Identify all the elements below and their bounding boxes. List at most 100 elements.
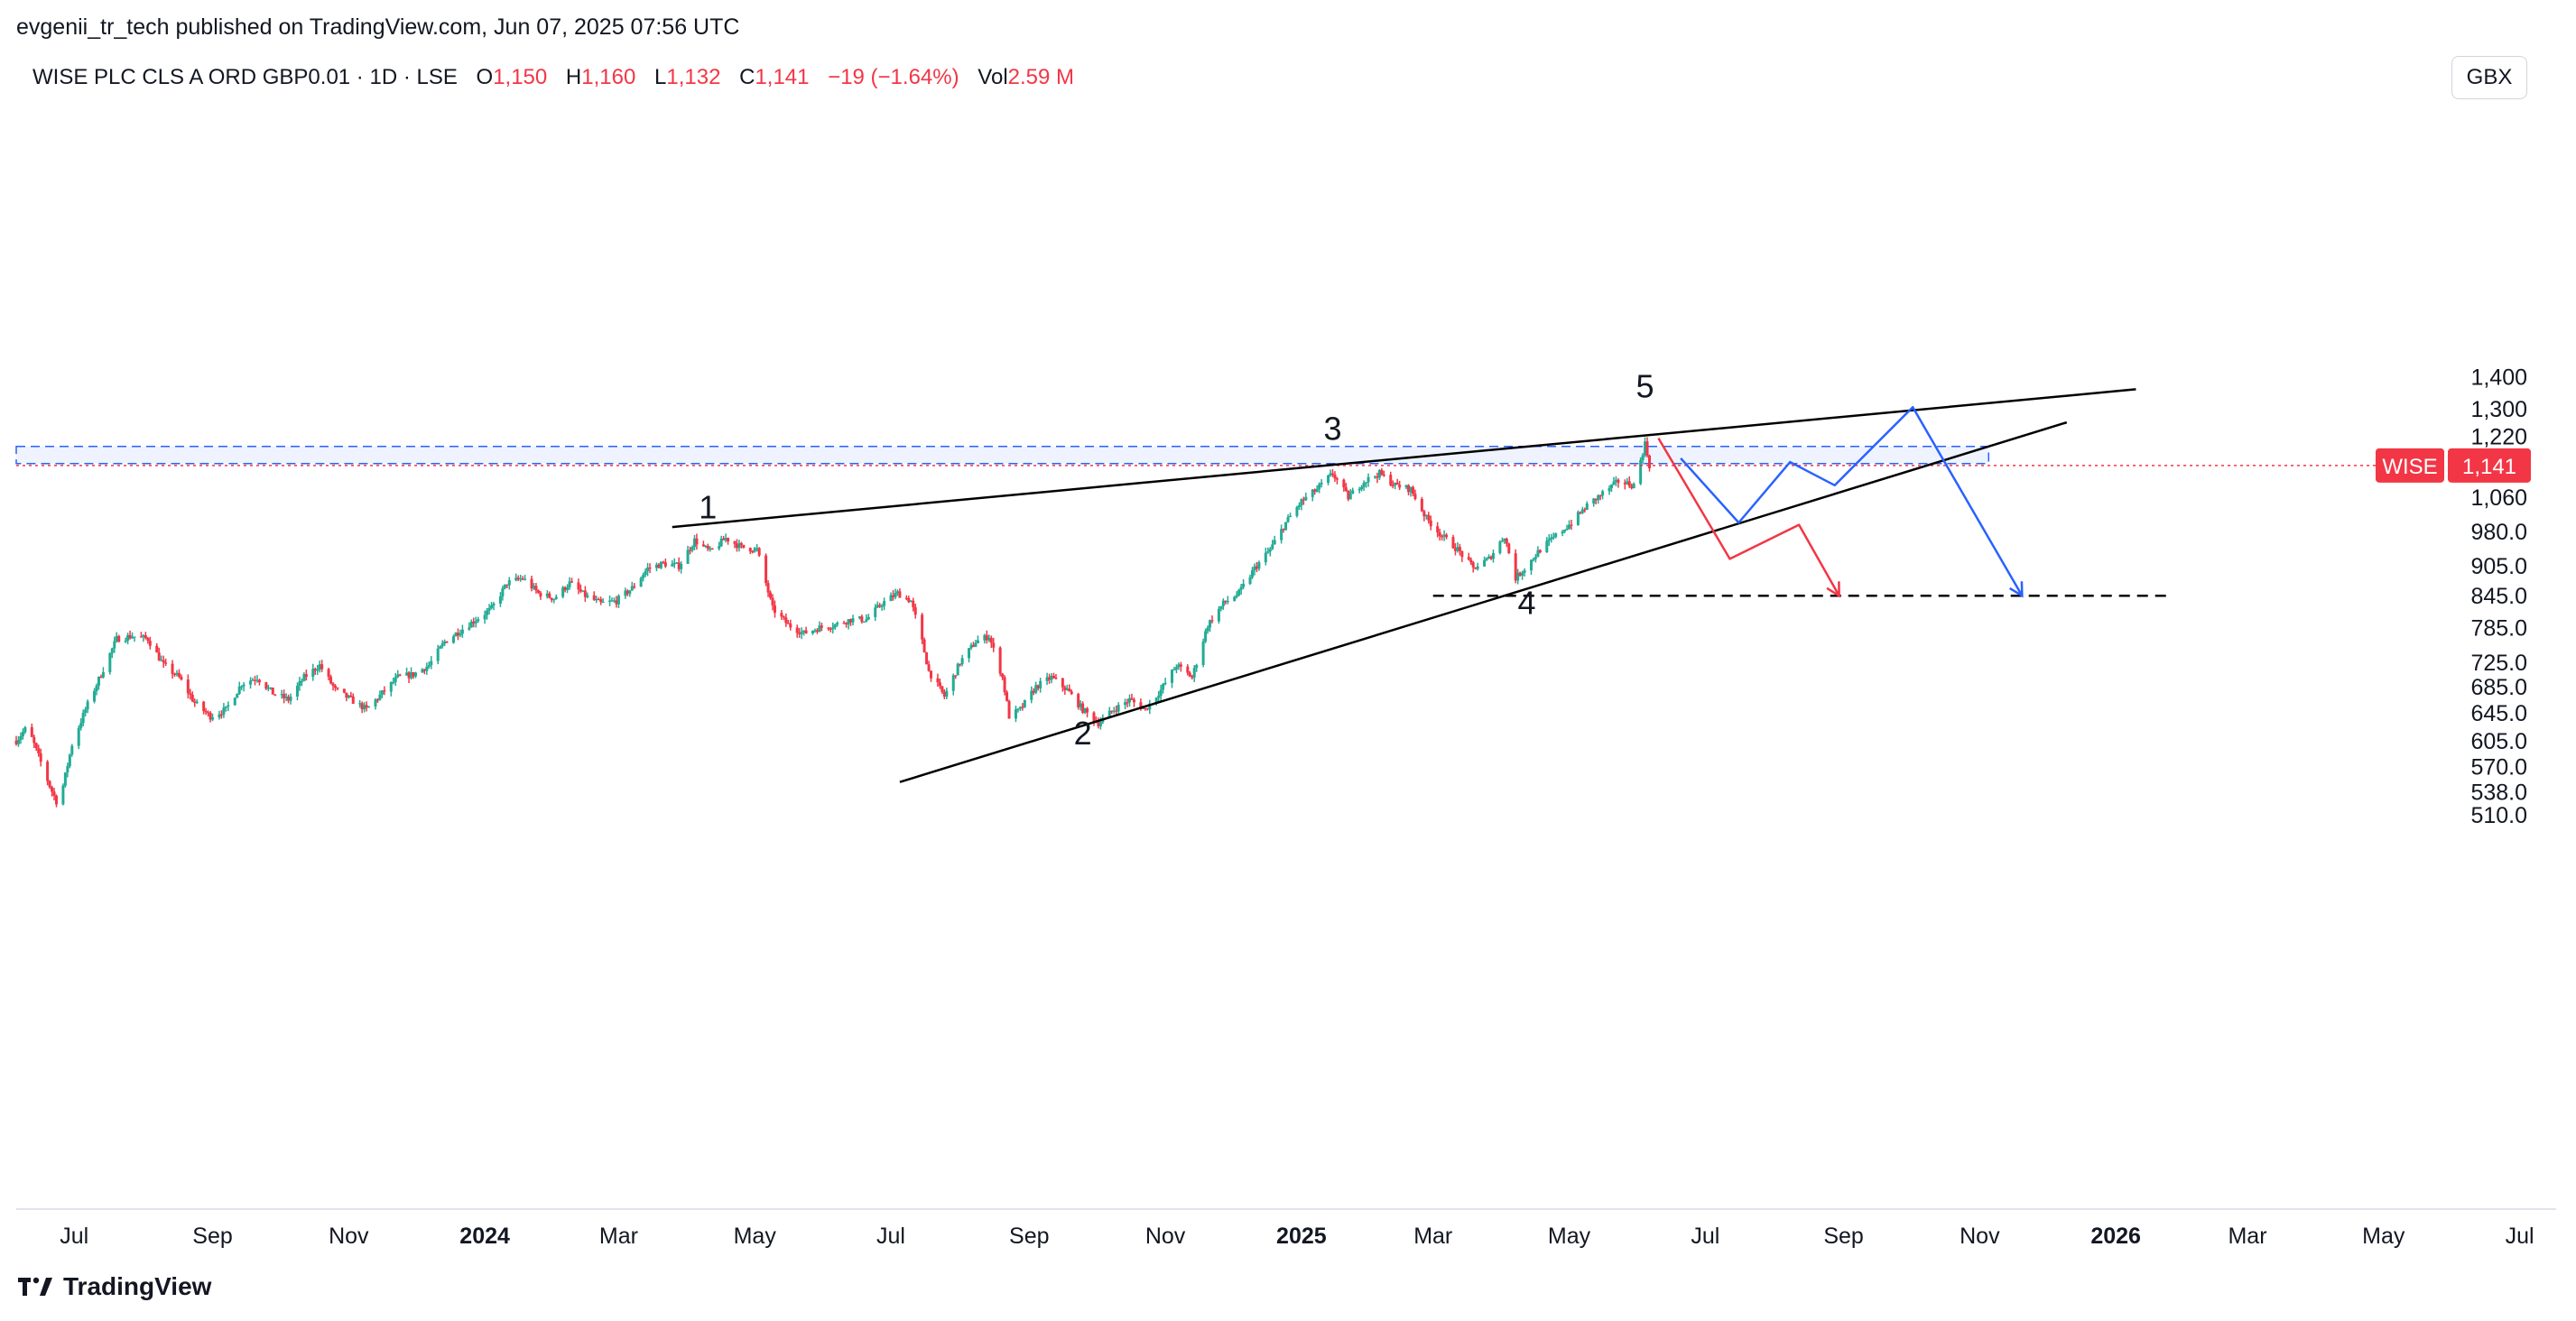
candle <box>985 630 988 644</box>
candle <box>1456 541 1459 553</box>
candle <box>1253 563 1256 576</box>
candle-body <box>1255 566 1258 569</box>
candle-body <box>468 627 471 630</box>
candle-body <box>1498 541 1502 553</box>
candle <box>1365 482 1368 488</box>
candle <box>1170 669 1173 688</box>
candle <box>1159 684 1163 701</box>
candle-body <box>1648 456 1652 468</box>
candle <box>115 632 118 643</box>
price-axis-tick: 605.0 <box>2470 729 2527 754</box>
close-key: C <box>739 65 755 89</box>
candle-body <box>1503 538 1506 541</box>
candle-body <box>1098 722 1102 726</box>
candle <box>757 547 761 558</box>
candle <box>1630 483 1634 490</box>
candle-body <box>1536 550 1540 558</box>
candle-body <box>630 586 634 591</box>
candle-body <box>186 679 190 694</box>
candle <box>177 669 181 679</box>
candle-body <box>318 664 321 670</box>
candle <box>99 674 103 679</box>
candle <box>486 607 489 620</box>
candle <box>662 560 665 564</box>
time-axis-tick: Sep <box>192 1224 232 1249</box>
candle <box>1195 663 1199 672</box>
candle-body <box>113 641 116 649</box>
candle-body <box>240 686 244 688</box>
candle <box>329 674 333 685</box>
candle <box>440 640 444 649</box>
candle-body <box>1489 556 1493 559</box>
candle-body <box>548 593 551 598</box>
candle-body <box>862 621 866 624</box>
candle <box>865 614 868 623</box>
candle-body <box>1630 485 1634 489</box>
candle-body <box>1395 482 1399 485</box>
candle <box>378 690 382 701</box>
candle-body <box>1335 478 1339 480</box>
candle <box>1018 706 1022 711</box>
candle <box>1300 498 1303 511</box>
candle-body <box>570 581 574 583</box>
candle-body <box>818 625 821 633</box>
annotations-layer: WISE 1,141 1 2 3 4 5 <box>16 367 2531 783</box>
currency-button[interactable]: GBX <box>2451 56 2527 99</box>
candle <box>1376 472 1379 484</box>
candle-body <box>601 601 605 604</box>
tradingview-logo[interactable]: TradingView <box>18 1272 211 1301</box>
candle-body <box>1614 479 1617 482</box>
candle-body <box>992 642 996 648</box>
candle-body <box>249 680 253 685</box>
candle-body <box>1206 627 1209 632</box>
candle-body <box>283 694 286 698</box>
candle-body <box>46 762 50 781</box>
candle <box>1273 535 1276 545</box>
candle <box>798 627 802 638</box>
candle-body <box>925 652 929 665</box>
candle <box>1086 707 1089 718</box>
candle <box>880 604 884 611</box>
candle <box>1554 532 1558 539</box>
candle <box>487 604 491 615</box>
candle-body <box>597 598 600 601</box>
candle-body <box>1039 680 1042 688</box>
candle <box>1516 568 1520 585</box>
candle-body <box>519 578 523 580</box>
candle <box>173 672 177 678</box>
candle <box>1485 557 1488 561</box>
candle <box>280 689 283 699</box>
candle <box>425 662 429 675</box>
candle <box>577 578 580 595</box>
candle <box>1438 528 1441 540</box>
candle-body <box>894 593 897 597</box>
candle <box>1623 479 1626 490</box>
candle-body <box>351 696 355 704</box>
candle-body <box>1552 536 1555 539</box>
candle <box>251 678 255 681</box>
candle <box>862 621 866 624</box>
candle-body <box>271 687 274 695</box>
candle-body <box>142 635 145 637</box>
candle-body <box>254 679 257 681</box>
candle-body <box>1282 529 1285 531</box>
low-key: L <box>654 65 667 89</box>
candle <box>1382 470 1385 477</box>
candle-body <box>1174 667 1178 670</box>
candle-body <box>784 617 788 624</box>
candle <box>773 600 776 618</box>
candle <box>1030 686 1033 704</box>
candle <box>1061 677 1064 692</box>
candle-body <box>207 712 210 714</box>
candle <box>81 709 85 726</box>
candle <box>503 584 506 590</box>
candle <box>1132 697 1135 707</box>
candle-body <box>34 743 38 749</box>
candle-body <box>1192 668 1196 678</box>
candle-body <box>1289 515 1293 518</box>
candle <box>561 586 565 599</box>
time-axis-tick: 2026 <box>2090 1224 2141 1249</box>
candle <box>37 744 41 757</box>
candle <box>1034 681 1038 695</box>
